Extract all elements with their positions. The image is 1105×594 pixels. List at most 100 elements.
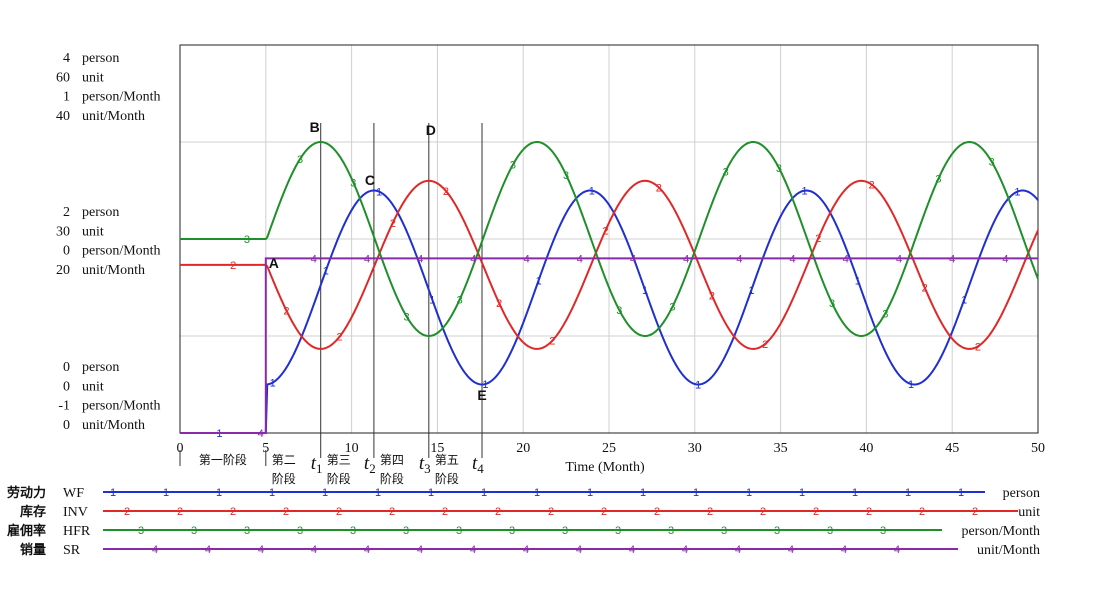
legend-marker-sr: 4 <box>258 544 264 556</box>
legend-unit-inv: unit <box>1018 505 1040 520</box>
legend-code-wf: WF <box>63 486 84 501</box>
legend-marker-inv: 2 <box>548 506 554 518</box>
series-marker-inv: 2 <box>922 283 928 295</box>
legend-code-hfr: HFR <box>63 524 91 539</box>
series-marker-wf: 1 <box>961 295 967 307</box>
y-scale-number: 30 <box>56 224 70 239</box>
phase-lines <box>179 123 483 466</box>
series-marker-inv: 2 <box>815 233 821 245</box>
legend-marker-wf: 1 <box>375 487 381 499</box>
phase-label: t4 <box>472 453 484 476</box>
legend-marker-wf: 1 <box>534 487 540 499</box>
series-marker-sr: 4 <box>311 253 317 265</box>
legend-marker-sr: 4 <box>205 544 211 556</box>
legend-marker-sr: 4 <box>629 544 635 556</box>
legend-marker-hfr: 3 <box>244 525 250 537</box>
series-line-wf <box>180 189 1039 434</box>
legend-marker-wf: 1 <box>852 487 858 499</box>
legend-marker-inv: 2 <box>124 506 130 518</box>
phase-label: t3 <box>419 453 431 476</box>
legend-marker-inv: 2 <box>336 506 342 518</box>
y-scale-number: 0 <box>63 418 70 433</box>
y-scale-number: -1 <box>58 399 70 414</box>
phase-label-t: t <box>364 453 370 474</box>
legend-marker-wf: 1 <box>269 487 275 499</box>
legend-marker-wf: 1 <box>905 487 911 499</box>
series-marker-wf: 1 <box>376 187 382 199</box>
y-scale-number: 0 <box>63 360 70 375</box>
legend-marker-inv: 2 <box>919 506 925 518</box>
phase-label: t2 <box>364 453 376 476</box>
series-marker-sr: 4 <box>577 253 583 265</box>
series-marker-wf: 1 <box>1014 187 1020 199</box>
x-tick-label: 25 <box>602 441 616 456</box>
legend-name-hfr: 雇佣率 <box>7 523 46 539</box>
series-marker-wf: 1 <box>855 275 861 287</box>
series-marker-sr: 4 <box>417 253 423 265</box>
legend-name-inv: 库存 <box>20 504 46 520</box>
series-marker-wf: 1 <box>429 295 435 307</box>
series-marker-inv: 2 <box>390 218 396 230</box>
phase-label-t: t <box>472 453 478 474</box>
y-scale-number: 40 <box>56 109 70 124</box>
series-marker-inv: 2 <box>656 182 662 194</box>
legend-name-sr: 销量 <box>20 542 46 558</box>
legend-marker-sr: 4 <box>576 544 582 556</box>
series-marker-hfr: 3 <box>829 298 835 310</box>
legend-marker-hfr: 3 <box>403 525 409 537</box>
series-marker-inv: 2 <box>868 180 874 192</box>
series-marker-inv: 2 <box>603 225 609 237</box>
legend-marker-sr: 4 <box>417 544 423 556</box>
phase-label-sub: 2 <box>369 461 376 476</box>
legend-marker-hfr: 3 <box>138 525 144 537</box>
y-scale-number: 2 <box>63 205 70 220</box>
series-marker-sr: 4 <box>896 253 902 265</box>
series-marker-inv: 2 <box>709 291 715 303</box>
legend-unit-hfr: person/Month <box>961 524 1040 539</box>
legend-marker-hfr: 3 <box>456 525 462 537</box>
x-tick-label: 35 <box>774 441 788 456</box>
x-tick-label: 30 <box>688 441 702 456</box>
series-marker-wf: 1 <box>642 285 648 297</box>
series-marker-wf: 1 <box>482 379 488 391</box>
y-scale-number: 0 <box>63 379 70 394</box>
series-marker-inv: 2 <box>496 298 502 310</box>
series-marker-wf: 1 <box>908 379 914 391</box>
legend-marker-inv: 2 <box>495 506 501 518</box>
x-tick-label: 20 <box>516 441 530 456</box>
series-line-inv <box>180 179 1039 350</box>
y-scale-unit: person <box>82 205 119 220</box>
y-scale-number: 60 <box>56 70 70 85</box>
legend-marker-inv: 2 <box>760 506 766 518</box>
y-scale-unit: unit/Month <box>82 263 145 278</box>
series-marker-sr: 4 <box>470 253 476 265</box>
x-axis-label: Time (Month) <box>565 460 645 475</box>
legend-marker-inv: 2 <box>972 506 978 518</box>
y-scale-unit: person <box>82 360 119 375</box>
stage-label: 第五 <box>435 453 459 467</box>
series-marker-inv: 2 <box>549 336 555 348</box>
stage-label: 阶段 <box>327 471 351 486</box>
legend-marker-sr: 4 <box>523 544 529 556</box>
legend-marker-sr: 4 <box>788 544 794 556</box>
series-marker-inv: 2 <box>283 305 289 317</box>
legend-marker-hfr: 3 <box>615 525 621 537</box>
legend-marker-hfr: 3 <box>668 525 674 537</box>
series-marker-wf: 1 <box>695 380 701 392</box>
stage-label: 阶段 <box>272 471 296 486</box>
legend-marker-sr: 4 <box>894 544 900 556</box>
grid <box>180 45 1038 433</box>
y-scale-unit: person/Month <box>82 90 161 105</box>
legend-name-wf: 劳动力 <box>7 485 46 501</box>
series-marker-sr: 4 <box>524 253 530 265</box>
legend-marker-wf: 1 <box>640 487 646 499</box>
series-marker-inv: 2 <box>762 339 768 351</box>
phase-label-sub: 4 <box>477 461 484 476</box>
legend-marker-inv: 2 <box>866 506 872 518</box>
x-tick-label: 5 <box>262 441 269 456</box>
series-marker-inv: 2 <box>337 332 343 344</box>
x-tick-label: 40 <box>859 441 873 456</box>
legend-unit-sr: unit/Month <box>977 543 1040 558</box>
y-scale-unit: person <box>82 51 119 66</box>
